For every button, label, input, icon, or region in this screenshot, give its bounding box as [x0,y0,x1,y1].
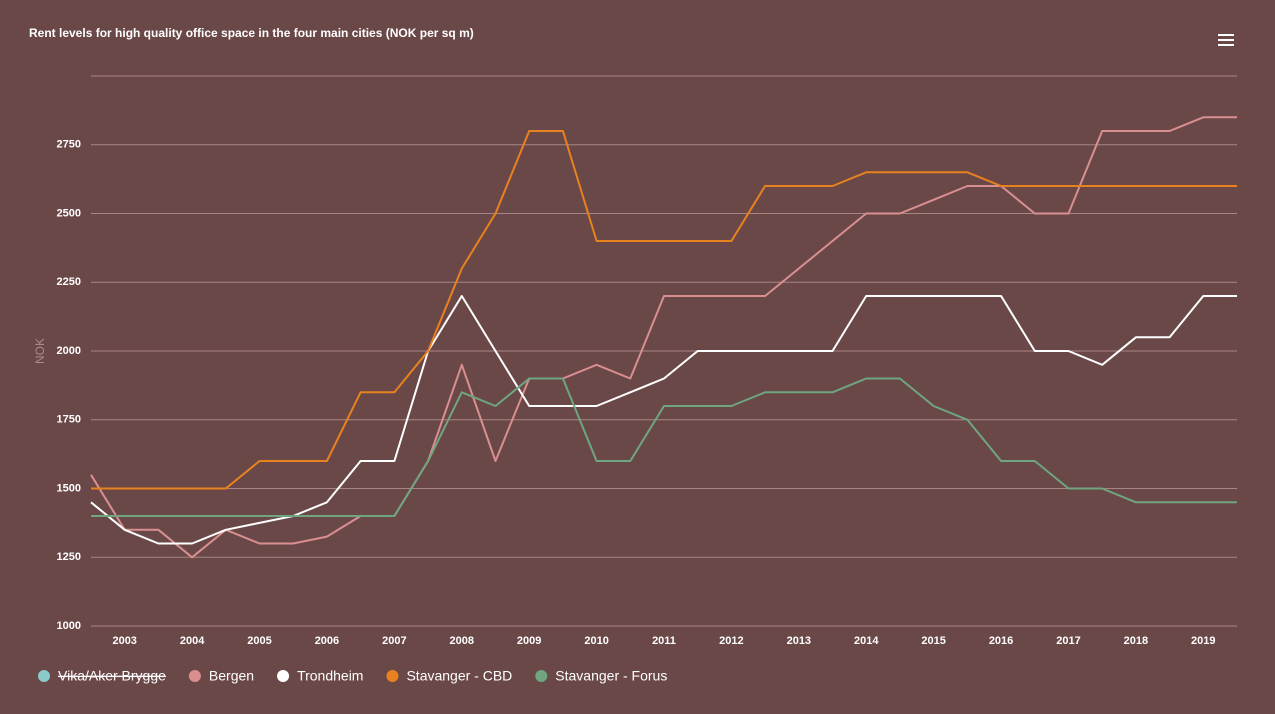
legend-symbol [188,670,201,682]
legend-label: Stavanger - Forus [555,668,667,684]
x-tick-label: 2010 [584,635,608,647]
series-line [90,295,1237,545]
x-tick-label: 2012 [719,635,743,647]
x-tick-label: 2018 [1124,635,1148,647]
legend-symbol [386,670,399,682]
x-tick-label: 2015 [921,635,945,647]
legend-item[interactable]: Bergen [188,668,254,684]
legend-label: Stavanger - CBD [406,668,512,684]
x-tick-label: 2004 [180,635,205,647]
y-tick-label: 1000 [57,620,81,632]
x-tick-label: 2005 [247,635,271,647]
y-tick-label: 2500 [57,207,81,219]
y-tick-label: 1500 [57,482,81,494]
y-tick-label: 2750 [57,139,81,151]
x-tick-label: 2003 [112,635,136,647]
legend-item[interactable]: Vika/Aker Brygge [38,668,166,684]
series-line [90,116,1237,559]
legend-symbol [535,670,548,682]
x-tick-label: 2007 [382,635,406,647]
chart-title: Rent levels for high quality office spac… [29,26,474,40]
legend-label: Trondheim [297,668,363,684]
legend-symbol [277,670,290,682]
x-tick-label: 2011 [652,635,676,647]
legend-item[interactable]: Stavanger - CBD [386,668,512,684]
x-tick-label: 2013 [787,635,811,647]
y-axis-title: NOK [33,338,47,364]
x-tick-label: 2009 [517,635,541,647]
y-tick-label: 2000 [57,345,81,357]
x-tick-label: 2016 [989,635,1013,647]
y-tick-label: 1250 [57,551,81,563]
x-tick-label: 2014 [854,635,879,647]
legend-symbol [38,670,50,682]
x-tick-label: 2006 [315,635,339,647]
menu-button[interactable] [1218,34,1234,46]
series-line [91,377,1237,517]
x-tick-label: 2017 [1056,635,1080,647]
legend-label: Bergen [209,668,254,684]
x-tick-label: 2008 [450,635,474,647]
x-tick-label: 2019 [1191,635,1215,647]
legend-label: Vika/Aker Brygge [58,668,166,684]
y-tick-label: 1750 [57,414,81,426]
series-line [91,130,1237,490]
legend-item[interactable]: Trondheim [277,668,363,684]
y-tick-label: 2250 [57,276,81,288]
legend-item[interactable]: Stavanger - Forus [535,668,667,684]
